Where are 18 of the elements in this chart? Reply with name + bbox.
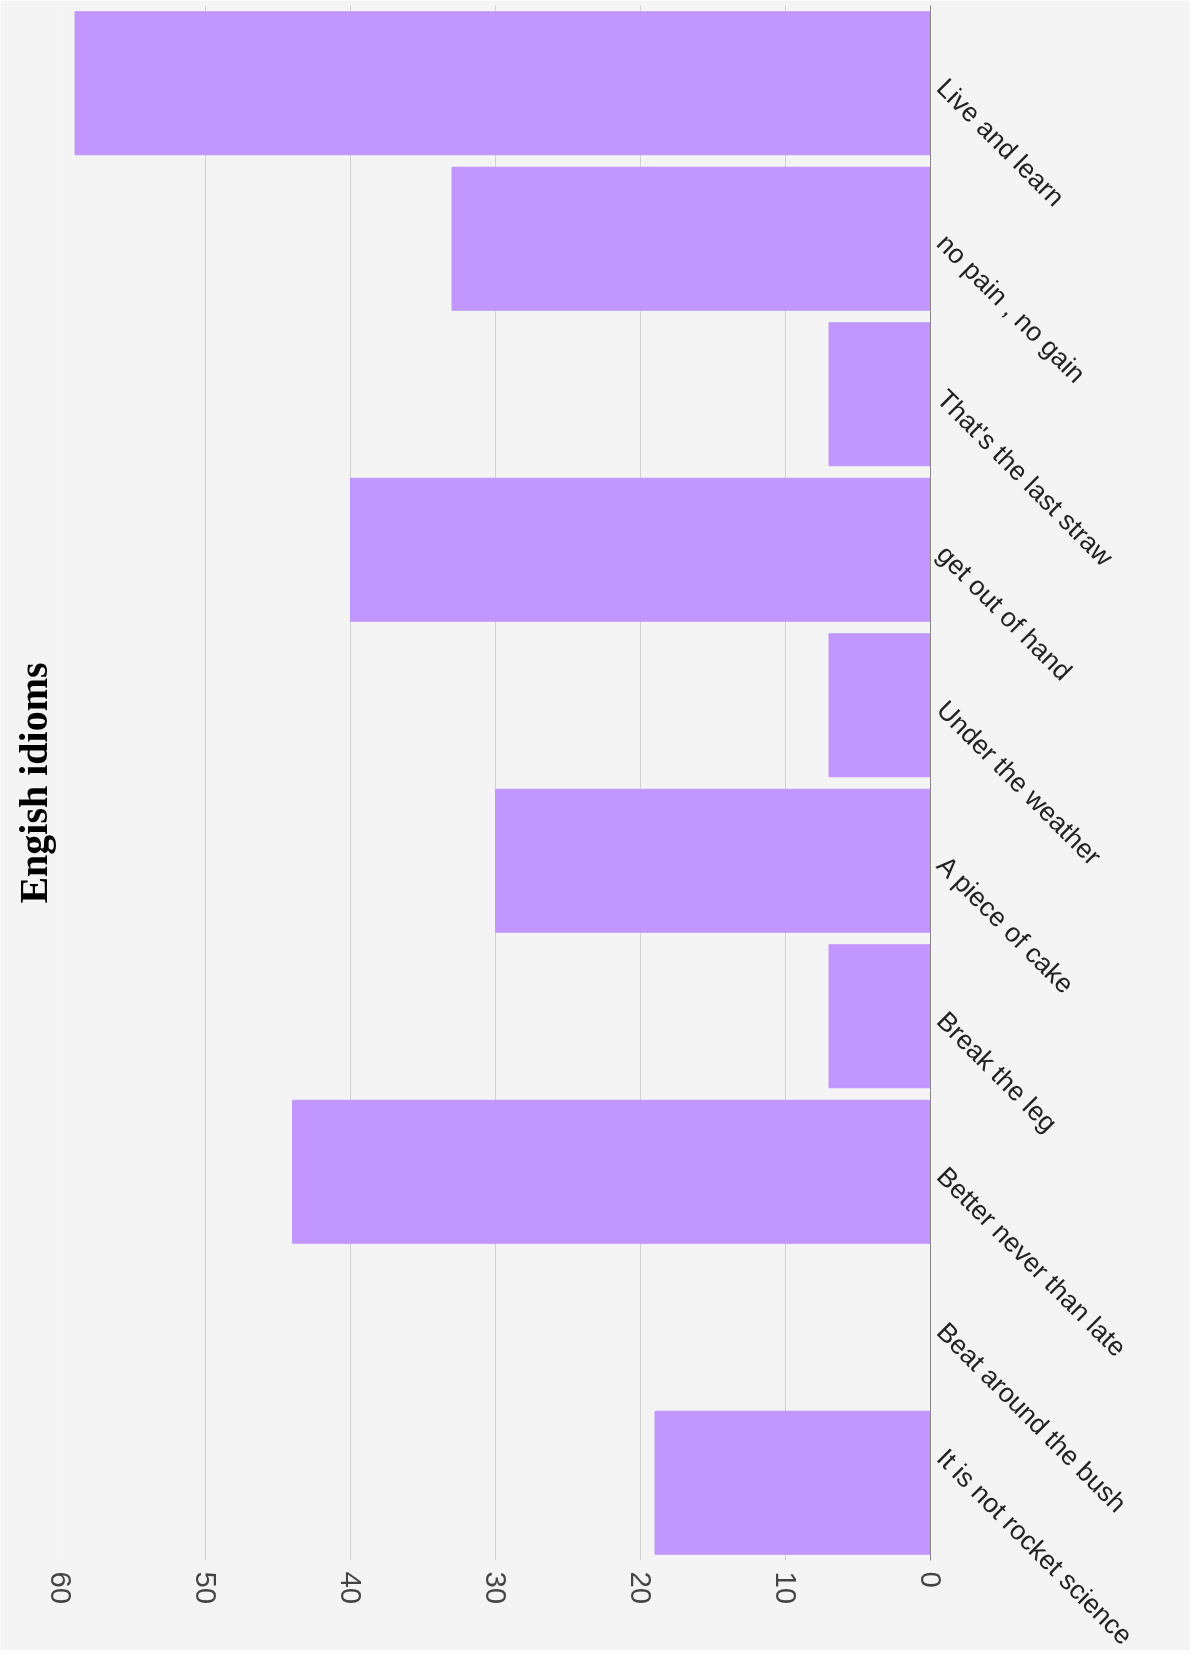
x-tick-label: 60	[44, 1571, 78, 1605]
bar	[828, 633, 931, 778]
bar	[350, 477, 931, 622]
bar	[451, 166, 931, 311]
x-tick-label: 50	[189, 1571, 223, 1605]
bar	[828, 322, 931, 467]
bar	[828, 944, 931, 1089]
y-tick-label: no pain , no gain	[930, 228, 1092, 389]
x-tick-label: 20	[624, 1571, 658, 1605]
x-tick-label: 0	[914, 1571, 948, 1588]
bar	[495, 788, 931, 933]
bar	[74, 11, 931, 156]
bar	[654, 1410, 931, 1555]
x-tick-label: 30	[479, 1571, 513, 1605]
x-tick-label: 10	[769, 1571, 803, 1605]
text: Engish idioms	[10, 662, 56, 904]
x-tick-label: 40	[334, 1571, 368, 1605]
bar	[292, 1099, 931, 1244]
